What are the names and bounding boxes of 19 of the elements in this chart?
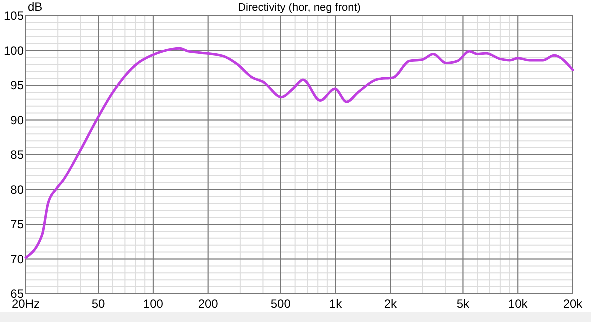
x-tick-label: 5k xyxy=(456,297,471,311)
chart-title: Directivity (hor, neg front) xyxy=(238,2,361,14)
x-tick-label: 50 xyxy=(92,297,106,311)
x-tick-label: 2k xyxy=(384,297,398,311)
y-tick-label: 85 xyxy=(10,148,24,162)
y-tick-label: 80 xyxy=(10,182,24,197)
y-tick-label: 105 xyxy=(4,9,24,23)
x-tick-label: 500 xyxy=(270,297,292,311)
y-tick-label: 100 xyxy=(4,44,24,58)
y-tick-label: 90 xyxy=(10,113,24,128)
x-tick-label: 200 xyxy=(198,297,219,311)
x-tick-label: 10k xyxy=(508,297,529,311)
y-tick-label: 95 xyxy=(10,78,24,92)
x-tick-label: 20k xyxy=(563,297,584,311)
y-tick-label: 75 xyxy=(10,218,24,232)
x-tick-label: 1k xyxy=(329,297,344,311)
x-tick-label: 100 xyxy=(143,297,164,311)
y-axis-title: dB xyxy=(28,0,43,14)
y-tick-label: 70 xyxy=(10,252,24,266)
